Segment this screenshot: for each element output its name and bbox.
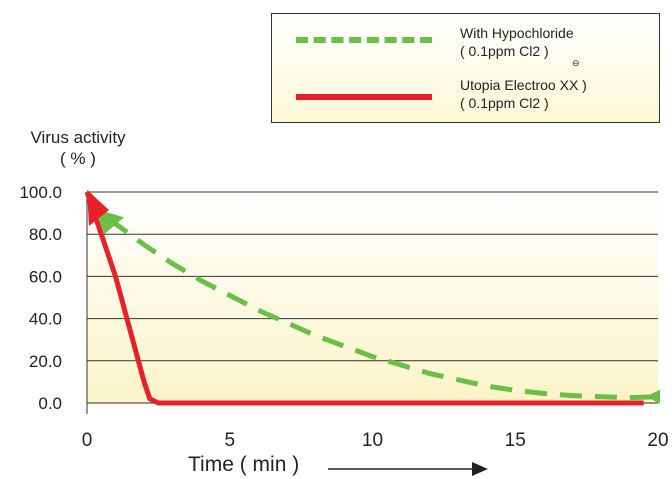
legend-swatch-hypochloride	[296, 37, 432, 43]
series-arrowhead-start	[95, 208, 125, 235]
x-tick-label: 15	[505, 430, 526, 451]
registered-mark-icon: ⊖	[572, 58, 580, 68]
y-axis-label: Virus activity	[30, 128, 126, 147]
x-tick-label: 0	[82, 430, 93, 451]
legend-label-hypochloride-line1: With Hypochloride	[460, 25, 574, 41]
legend-swatch-utopia	[296, 94, 432, 100]
plot-background	[87, 192, 658, 404]
x-tick-label: 10	[362, 430, 383, 451]
time-arrow-head	[472, 462, 488, 476]
legend-label-hypochloride: With Hypochloride ( 0.1ppm Cl2 )	[460, 24, 574, 60]
y-tick-label: 100.0	[19, 183, 62, 202]
x-tick-label: 20	[647, 430, 668, 451]
legend-label-utopia: Utopia Electroo XX ) ( 0.1ppm Cl2 )	[460, 76, 587, 112]
y-tick-label: 20.0	[29, 352, 62, 371]
time-arrow	[328, 462, 488, 476]
y-axis-unit: ( % )	[60, 149, 96, 168]
legend: With Hypochloride ( 0.1ppm Cl2 ) Utopia …	[271, 13, 660, 123]
legend-label-utopia-line1: Utopia Electroo XX )	[460, 77, 587, 93]
y-tick-label: 0.0	[38, 394, 62, 413]
legend-label-hypochloride-line2: ( 0.1ppm Cl2 )	[460, 43, 549, 59]
series-lines	[84, 190, 660, 406]
y-tick-label: 40.0	[29, 310, 62, 329]
series-arrowhead-utopia	[87, 190, 109, 226]
y-axis-title: Virus activity ( % )	[18, 127, 138, 169]
series-line-utopia	[84, 191, 644, 406]
legend-label-utopia-line2: ( 0.1ppm Cl2 )	[460, 95, 549, 111]
series-arrowhead-end	[646, 389, 660, 404]
y-tick-label: 60.0	[29, 267, 62, 286]
tick-labels: 100.0 80.0 60.0 40.0 20.0 0.0 0 5 10 15 20	[19, 183, 668, 451]
x-tick-label: 5	[224, 430, 235, 451]
series-line-hypochloride	[85, 190, 659, 401]
y-tick-label: 80.0	[29, 225, 62, 244]
x-axis-title: Time ( min )	[188, 453, 300, 476]
